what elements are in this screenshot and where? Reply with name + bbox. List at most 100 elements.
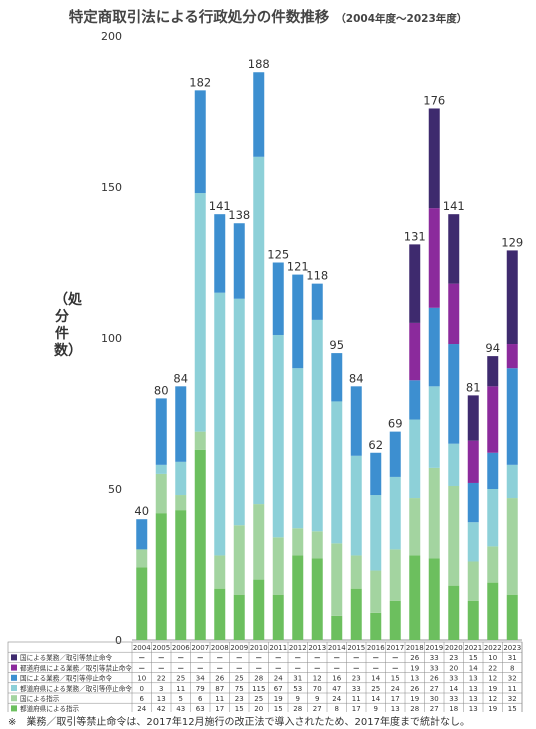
table-cell-value: 27 [430, 705, 439, 712]
bar-segment [467, 440, 479, 483]
table-cell-value: － [177, 664, 184, 672]
table-cell-value: 9 [296, 695, 300, 703]
table-cell-value: 15 [391, 675, 400, 683]
bar-segment [214, 588, 226, 640]
bar-total-label: 125 [267, 248, 289, 262]
table-cell-value: 23 [352, 675, 361, 683]
table-cell-value: － [138, 654, 145, 662]
table-cell-value: 28 [254, 675, 263, 683]
table-cell-value: － [294, 664, 301, 672]
bar-segment [311, 558, 323, 640]
bar-segment [292, 368, 304, 529]
bar-segment [409, 322, 421, 381]
table-cell-value: 17 [215, 705, 224, 712]
table-cell-value: 13 [469, 675, 478, 683]
bar-segment [409, 380, 421, 420]
bar-segment [428, 386, 440, 468]
legend-swatch [11, 664, 17, 671]
table-cell-value: 9 [315, 695, 319, 703]
bar-segment [136, 567, 148, 640]
chart-title-text: 特定商取引法による行政処分の件数推移 [68, 10, 330, 26]
table-cell-value: 17 [391, 695, 400, 703]
table-cell-value: 16 [332, 675, 341, 683]
bar-segment [487, 386, 499, 453]
table-cell-value: 10 [137, 675, 146, 683]
bar-segment [214, 214, 226, 293]
bar-segment [155, 473, 167, 514]
bar-total-label: 129 [501, 235, 523, 249]
y-tick-label: 50 [108, 483, 122, 496]
bar-segment [311, 531, 323, 559]
table-cell-value: － [392, 654, 399, 662]
table-cell-value: 20 [254, 705, 263, 712]
table-cell-value: 33 [430, 654, 439, 662]
table-cell-value: 14 [449, 685, 458, 693]
table-cell-value: 12 [488, 675, 497, 683]
bar-segment [409, 244, 421, 323]
bar-total-label: 62 [368, 438, 383, 452]
x-tick-label: 2020 [445, 644, 463, 652]
bar-segment [428, 307, 440, 387]
table-cell-value: － [353, 654, 360, 662]
bar-segment [467, 482, 479, 523]
x-tick-label: 2011 [269, 644, 287, 652]
bar-segment [467, 600, 479, 640]
bar-segment [428, 467, 440, 559]
bar-segment [292, 555, 304, 640]
table-cell-value: － [255, 654, 262, 662]
table-cell-value: 34 [196, 675, 205, 683]
table-cell-value: 26 [215, 675, 224, 683]
bar-segment [233, 223, 245, 299]
table-cell-value: － [197, 654, 204, 662]
bar-total-label: 81 [466, 380, 481, 394]
table-cell-value: 28 [410, 705, 419, 712]
table-cell-value: 24 [332, 695, 341, 703]
bar-segment [155, 398, 167, 465]
table-cell-value: 26 [410, 685, 419, 693]
bar-segment [272, 537, 284, 595]
table-cell-value: 32 [508, 675, 517, 683]
legend-swatch [11, 654, 17, 661]
bar-segment [155, 464, 167, 474]
x-tick-label: 2013 [308, 644, 326, 652]
table-cell-value: 11 [352, 695, 361, 703]
bar-segment [194, 193, 206, 432]
table-cell-value: 12 [313, 675, 322, 683]
bar-segment [331, 401, 343, 544]
table-cell-value: 23 [449, 654, 458, 662]
table-cell-value: 25 [371, 685, 380, 693]
bar-segment [448, 443, 460, 486]
table-cell-value: － [138, 664, 145, 672]
bar-segment [175, 461, 187, 496]
footnote: ※ 業務／取引等禁止命令は、2017年12月施行の改正法で導入されたため、201… [8, 717, 471, 728]
table-cell-value: － [158, 654, 165, 662]
bar-segment [448, 344, 460, 444]
table-cell-value: － [216, 654, 223, 662]
legend-label: 国による業務／取引等禁止命令 [20, 653, 113, 662]
x-tick-label: 2018 [406, 644, 424, 652]
bar-segment [428, 558, 440, 640]
bar-segment [331, 353, 343, 402]
table-cell-value: 19 [488, 705, 497, 712]
bar-segment [311, 283, 323, 320]
bar-segment [506, 464, 518, 499]
table-cell-value: 13 [157, 695, 166, 703]
x-tick-label: 2005 [152, 644, 170, 652]
x-tick-label: 2015 [347, 644, 365, 652]
bar-segment [487, 546, 499, 583]
table-cell-value: 24 [391, 685, 400, 693]
bar-segment [409, 498, 421, 556]
table-cell-value: － [353, 664, 360, 672]
bar-segment [487, 489, 499, 547]
bar-segment [331, 543, 343, 616]
bar-total-label: 138 [228, 208, 250, 222]
bar-segment [467, 395, 479, 441]
legend-label: 国による指示 [20, 694, 60, 703]
table-cell-value: － [236, 654, 243, 662]
bar-segment [370, 495, 382, 571]
table-cell-value: 9 [374, 705, 378, 712]
bar-total-label: 84 [173, 371, 188, 385]
bar-segment [233, 594, 245, 640]
table-cell-value: － [255, 664, 262, 672]
chart-title: 特定商取引法による行政処分の件数推移 （2004年度～2023年度） [0, 6, 536, 27]
